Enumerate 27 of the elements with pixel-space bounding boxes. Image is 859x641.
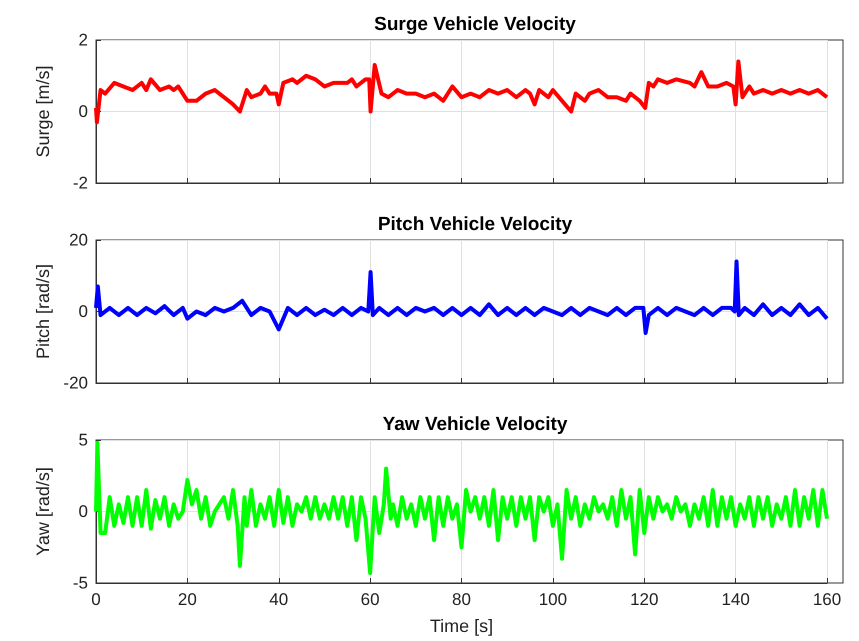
line-series [94,259,829,335]
x-tick-label: 20 [178,590,197,609]
chart-title: Yaw Vehicle Velocity [382,414,568,435]
x-tick-label: 120 [630,590,658,609]
y-tick-label: 2 [78,30,88,50]
y-axis-title: Pitch [rad/s] [33,264,53,360]
y-tick-label: -2 [72,174,88,192]
x-tick-label: 0 [91,590,101,609]
x-axis-title: Time [s] [430,616,494,636]
y-tick-label: 5 [78,430,88,450]
y-tick-label: 20 [69,230,88,250]
chart-title: Pitch Vehicle Velocity [378,214,573,235]
y-tick-label: -5 [72,574,88,592]
y-tick-label: 0 [78,102,88,121]
chart-title: Surge Vehicle Velocity [374,14,576,35]
x-tick-label: 140 [721,590,750,609]
x-tick-label: 60 [360,590,380,609]
y-tick-label: 0 [78,302,88,321]
line-series [94,59,829,124]
x-tick-label: 80 [452,590,471,609]
x-tick-label: 100 [538,590,568,609]
x-tick-label: 160 [812,590,842,609]
y-tick-label: 0 [78,502,88,521]
x-tick-label: 40 [269,590,288,609]
y-tick-label: -20 [63,374,88,392]
y-axis-title: Yaw [rad/s] [33,467,53,556]
y-axis-title: Surge [m/s] [33,65,53,158]
